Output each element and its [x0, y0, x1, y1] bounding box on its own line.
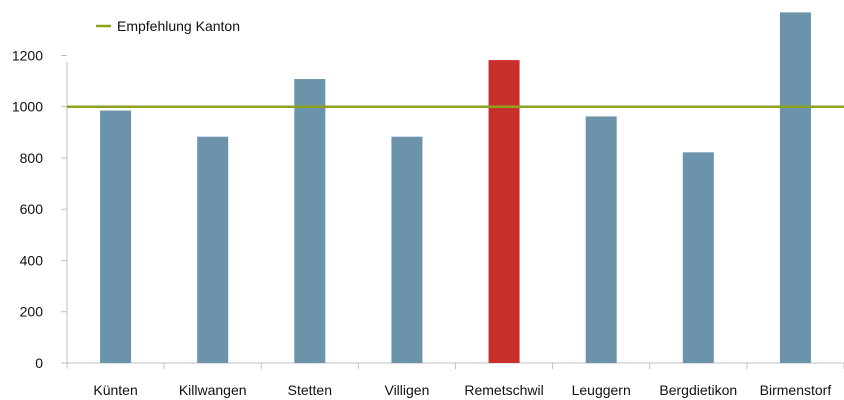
x-tick-label: Leuggern	[572, 382, 631, 398]
y-tick-label: 800	[20, 150, 44, 166]
x-tick-label: Remetschwil	[464, 382, 543, 398]
bar	[682, 152, 714, 363]
legend-label-empfehlung-kanton: Empfehlung Kanton	[117, 18, 240, 34]
bar	[779, 12, 811, 364]
bar	[391, 136, 423, 363]
x-tick-label: Stetten	[288, 382, 332, 398]
bar	[488, 60, 520, 364]
x-axis: Künten Killwangen Stetten Villigen Remetschw…	[66, 362, 844, 398]
y-tick-label: 600	[20, 201, 44, 217]
x-tick-label: Bergdietikon	[659, 382, 737, 398]
bar	[294, 79, 326, 363]
y-tick-label: 200	[20, 304, 44, 320]
bars	[100, 12, 811, 364]
y-tick-label: 400	[20, 252, 44, 268]
legend: Empfehlung Kanton	[96, 18, 240, 34]
y-tick-label: 1000	[12, 99, 43, 115]
x-tick-label: Birmenstorf	[760, 382, 832, 398]
bar	[197, 136, 229, 363]
x-tick-label: Killwangen	[179, 382, 247, 398]
x-tick-label: Künten	[93, 382, 137, 398]
y-axis: 0 200 400 600 800 1000 1200	[12, 47, 68, 371]
x-tick-label: Villigen	[384, 382, 429, 398]
y-tick-label: 0	[35, 355, 43, 371]
bar	[585, 116, 617, 363]
bar	[100, 110, 132, 363]
y-tick-label: 1200	[12, 47, 43, 63]
